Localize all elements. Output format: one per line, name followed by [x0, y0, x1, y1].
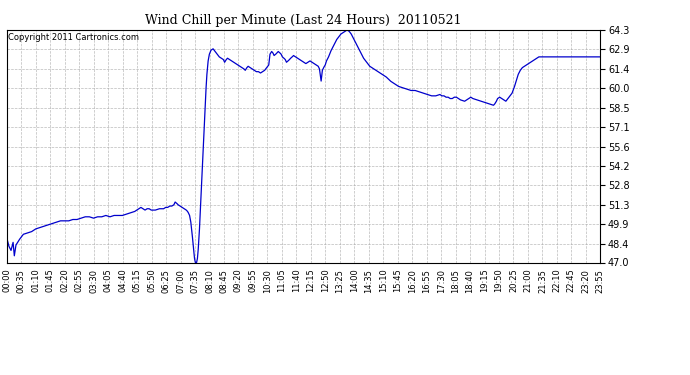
Text: Copyright 2011 Cartronics.com: Copyright 2011 Cartronics.com [8, 33, 139, 42]
Title: Wind Chill per Minute (Last 24 Hours)  20110521: Wind Chill per Minute (Last 24 Hours) 20… [146, 15, 462, 27]
